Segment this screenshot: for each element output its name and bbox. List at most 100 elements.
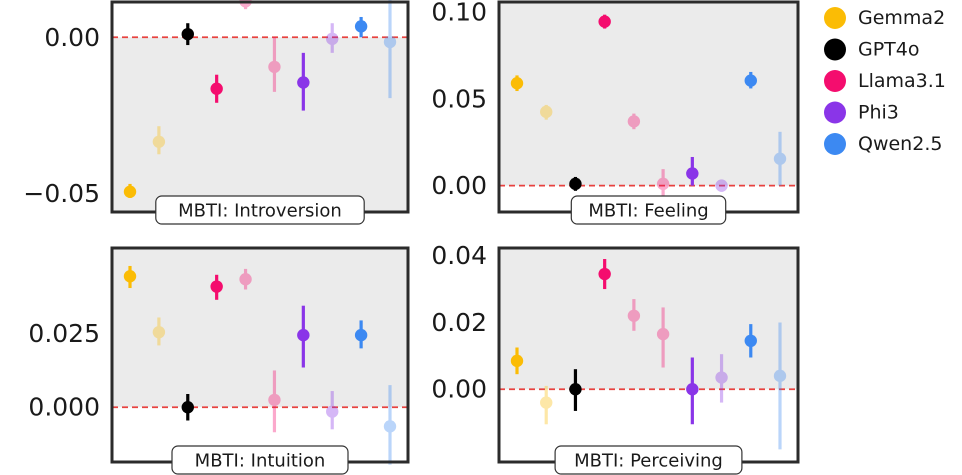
data-point-phi3-solid xyxy=(297,52,310,111)
point-marker xyxy=(656,327,670,341)
data-point-qwen2.5-solid xyxy=(354,320,368,349)
data-point-phi3-faded xyxy=(715,354,728,403)
point-marker xyxy=(569,383,582,396)
point-marker xyxy=(540,105,553,119)
data-point-gpt4o-solid xyxy=(181,23,194,46)
y-tick-label: 0.00 xyxy=(44,23,100,52)
data-point-phi3-solid xyxy=(686,156,699,186)
point-marker xyxy=(297,328,310,342)
point-marker xyxy=(181,27,194,41)
panels: 0.00 −0.05 MBTI: Introversion 0.10 0.05 0.00 M… xyxy=(23,0,800,475)
point-marker xyxy=(656,177,670,191)
point-marker xyxy=(686,383,699,396)
point-marker xyxy=(715,371,728,384)
data-point-phi3-solid xyxy=(297,305,310,368)
data-point-gpt4o-solid xyxy=(181,394,194,421)
shaded-region xyxy=(499,2,798,186)
data-point-gpt4o-solid xyxy=(569,176,582,191)
data-point-llama3.1-faded xyxy=(268,37,281,92)
data-point-qwen2.5-faded xyxy=(383,385,397,465)
legend-label: Llama3.1 xyxy=(858,70,946,92)
legend-item-qwen2.5: Qwen2.5 xyxy=(824,133,942,155)
panel-title-box xyxy=(171,445,349,475)
point-marker xyxy=(326,32,339,46)
data-point-gemma2-solid xyxy=(123,183,137,198)
point-marker xyxy=(152,135,166,148)
data-point-llama3.1-solid xyxy=(210,74,223,103)
panel-title: MBTI: Intuition xyxy=(195,451,326,472)
data-point-qwen2.5-solid xyxy=(744,71,757,89)
point-marker xyxy=(152,325,166,339)
data-point-qwen2.5-solid xyxy=(744,324,757,358)
point-marker xyxy=(354,20,368,33)
legend-marker xyxy=(824,7,846,29)
point-marker xyxy=(123,270,137,283)
panel-title-box xyxy=(155,195,365,225)
data-point-llama3.1-solid xyxy=(210,274,223,300)
data-point-gemma2-solid xyxy=(123,265,137,289)
point-marker xyxy=(627,115,641,128)
data-point-phi3-solid xyxy=(686,357,699,425)
point-marker xyxy=(510,77,524,90)
legend-item-gemma2: Gemma2 xyxy=(824,7,945,29)
legend-marker xyxy=(824,133,846,155)
legend-label: Gemma2 xyxy=(858,7,945,29)
point-marker xyxy=(744,334,757,348)
shaded-region xyxy=(112,37,408,213)
data-point-qwen2.5-faded xyxy=(773,322,787,450)
point-marker xyxy=(297,76,310,89)
point-marker xyxy=(239,273,252,286)
point-marker xyxy=(598,15,611,28)
data-point-llama3.1-solid xyxy=(598,14,611,29)
y-tick-label: 0.02 xyxy=(431,308,487,337)
data-point-llama3.1-faded xyxy=(268,370,281,433)
data-point-llama3.1-faded xyxy=(239,268,252,290)
point-marker xyxy=(744,74,757,87)
legend: Gemma2 GPT4o Llama3.1 Phi3 Qwen2.5 xyxy=(824,7,946,155)
point-marker xyxy=(326,405,339,418)
data-point-llama3.1-faded xyxy=(656,169,670,197)
data-point-llama3.1-faded xyxy=(627,113,641,130)
data-point-gemma2-faded xyxy=(540,104,553,120)
legend-label: Phi3 xyxy=(858,102,899,124)
panel-title: MBTI: Introversion xyxy=(178,201,342,222)
point-marker xyxy=(686,167,699,180)
y-tick-label: −0.05 xyxy=(23,179,100,208)
y-tick-label: 0.00 xyxy=(431,171,487,200)
legend-item-phi3: Phi3 xyxy=(824,101,899,124)
legend-label: GPT4o xyxy=(858,39,920,61)
point-marker xyxy=(268,60,281,74)
data-point-gemma2-solid xyxy=(510,347,524,375)
shaded-region xyxy=(112,248,408,408)
data-point-gemma2-faded xyxy=(152,126,166,155)
point-marker xyxy=(210,280,223,293)
data-point-qwen2.5-solid xyxy=(354,16,368,38)
point-marker xyxy=(383,420,397,433)
y-tick-label: 0.025 xyxy=(28,319,100,348)
point-marker xyxy=(598,267,611,281)
point-marker xyxy=(123,185,137,198)
y-tick-label: 0.04 xyxy=(431,241,487,270)
y-tick-label: 0.05 xyxy=(431,84,487,113)
point-marker xyxy=(354,328,368,342)
data-point-qwen2.5-faded xyxy=(773,131,787,186)
data-point-gemma2-faded xyxy=(152,317,166,346)
point-marker xyxy=(510,354,524,368)
panel-4: 0.04 0.02 0.00 MBTI: Perceiving xyxy=(431,241,800,475)
legend-item-llama3.1: Llama3.1 xyxy=(824,70,946,92)
legend-item-gpt4o: GPT4o xyxy=(824,38,920,61)
data-point-gpt4o-solid xyxy=(569,369,582,411)
data-point-phi3-faded xyxy=(326,23,339,53)
point-marker xyxy=(210,82,223,95)
data-point-llama3.1-faded xyxy=(627,299,641,331)
panel-title-box xyxy=(554,445,743,475)
data-point-llama3.1-faded xyxy=(656,307,670,368)
data-point-llama3.1-solid xyxy=(598,259,611,290)
legend-label: Qwen2.5 xyxy=(858,133,942,155)
y-tick-label: 0.00 xyxy=(431,375,487,404)
panel-2: 0.10 0.05 0.00 MBTI: Feeling xyxy=(431,0,800,225)
y-tick-label: 0.10 xyxy=(431,0,487,27)
panel-3: 0.025 0.000 MBTI: Intuition xyxy=(28,246,410,475)
data-point-gemma2-faded xyxy=(540,385,553,425)
